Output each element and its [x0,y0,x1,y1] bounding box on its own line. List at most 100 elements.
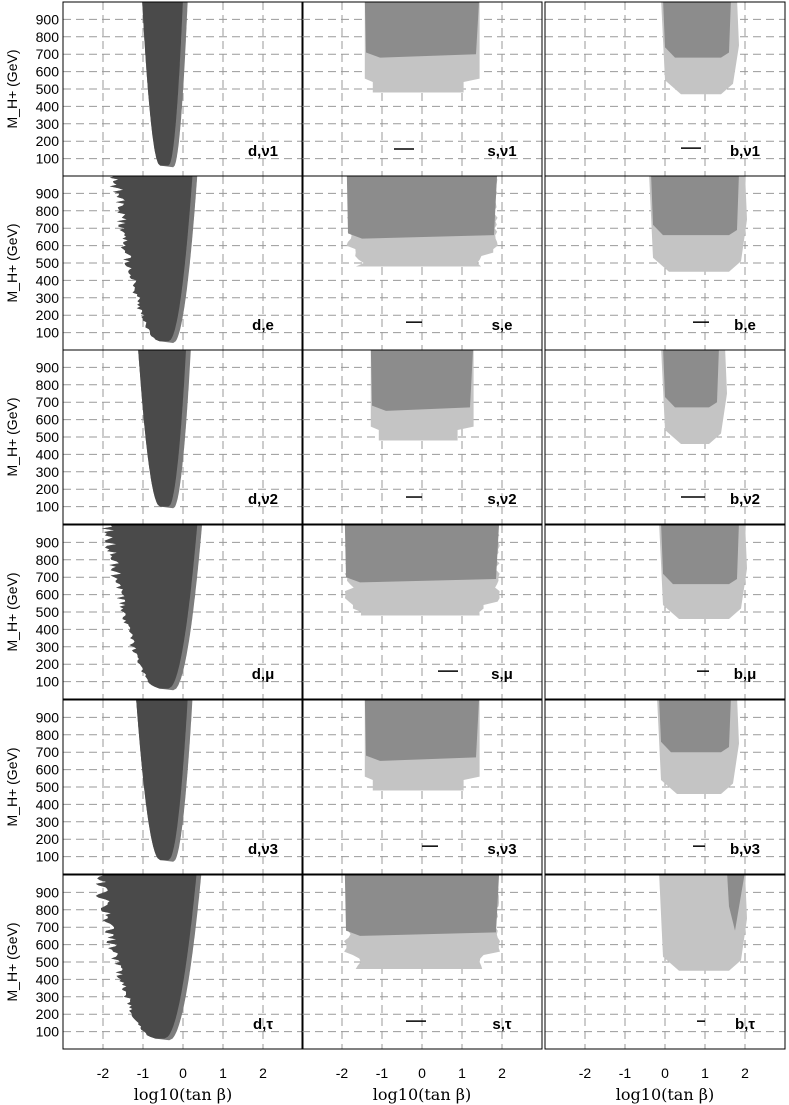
panel-label: d,τ [253,1016,273,1033]
y-tick-label: 600 [36,762,60,778]
panel-13: s,ν3 [301,699,543,875]
region-medium [364,700,480,761]
y-tick-label: 100 [36,674,60,690]
x-tick-label: -1 [376,1065,389,1081]
y-tick-label: 300 [36,639,60,655]
region-medium [346,176,498,239]
y-tick-label: 800 [36,29,60,45]
panel-7: s,ν2 [301,349,543,525]
x-tick-label: 2 [498,1065,506,1081]
panel-label: b,ν2 [730,491,760,508]
panel-label: s,ν3 [487,841,516,858]
panel-10: s,μ [301,524,543,700]
y-tick-label: 600 [36,587,60,603]
allowed-region-core [101,525,198,689]
y-tick-label: 300 [36,989,60,1005]
y-tick-label: 100 [36,151,60,167]
y-tick-label: 700 [36,569,60,585]
panel-frame [301,699,543,875]
y-axis-label: M_H+ (GeV) [4,50,20,129]
y-tick-label: 800 [36,727,60,743]
y-tick-label: 900 [36,534,60,550]
region-medium [370,350,474,411]
y-axis-label: M_H+ (GeV) [4,573,20,652]
y-tick-label: 200 [36,656,60,672]
x-tick-label: 1 [701,1065,709,1081]
allowed-region-core [136,700,188,861]
y-tick-label: 400 [36,98,60,114]
y-tick-label: 300 [36,464,60,480]
y-tick-label: 900 [36,11,60,27]
panel-8: b,ν2 [544,349,786,525]
region-medium [727,875,745,931]
y-tick-label: 400 [36,796,60,812]
x-tick-label: -1 [137,1065,150,1081]
allowed-region-core [95,875,197,1039]
y-tick-label: 500 [36,255,60,271]
y-axis-label: M_H+ (GeV) [4,923,20,1002]
y-tick-label: 600 [36,64,60,80]
panel-frame [301,349,543,525]
y-tick-label: 600 [36,937,60,953]
panel-label: d,e [252,317,274,334]
region-medium [663,2,731,58]
panel-label: b,μ [734,666,757,683]
y-tick-label: 700 [36,744,60,760]
panel-label: s,e [492,317,513,334]
region-medium [659,700,731,753]
y-tick-label: 800 [36,552,60,568]
x-tick-label: -2 [579,1065,592,1081]
region-medium [344,875,500,936]
y-tick-label: 500 [36,429,60,445]
y-tick-label: 300 [36,814,60,830]
y-tick-label: 700 [36,220,60,236]
y-tick-label: 100 [36,325,60,341]
panel-label: b,e [734,317,756,334]
x-tick-label: 0 [418,1065,426,1081]
panel-2: b,ν1 [544,1,786,177]
y-tick-label: 300 [36,116,60,132]
y-tick-label: 900 [36,709,60,725]
region-medium [663,350,719,408]
y-tick-label: 200 [36,481,60,497]
panel-frame [301,874,543,1050]
panel-label: b,ν1 [730,143,760,160]
panel-frame [544,699,786,875]
y-tick-label: 200 [36,133,60,149]
panel-frame [301,524,543,700]
y-tick-label: 700 [36,394,60,410]
panel-label: s,τ [492,1016,512,1033]
y-tick-label: 700 [36,46,60,62]
panel-label: s,ν2 [487,491,516,508]
panel-label: d,ν1 [248,143,278,160]
y-tick-label: 800 [36,377,60,393]
x-tick-label: 0 [661,1065,669,1081]
y-tick-label: 500 [36,779,60,795]
y-tick-label: 400 [36,446,60,462]
y-tick-label: 400 [36,621,60,637]
region-medium [364,2,480,58]
region-medium [344,525,500,583]
panel-frame [544,349,786,525]
x-tick-label: 1 [219,1065,227,1081]
x-tick-label: 2 [741,1065,749,1081]
panel-label: s,ν1 [487,143,516,160]
allowed-region-core [142,2,183,166]
region-medium [651,176,739,236]
y-tick-label: 900 [36,884,60,900]
y-tick-label: 600 [36,238,60,254]
y-tick-label: 100 [36,849,60,865]
panel-14: b,ν3 [544,699,786,875]
y-tick-label: 600 [36,412,60,428]
y-axis-label: M_H+ (GeV) [4,748,20,827]
y-tick-label: 200 [36,1006,60,1022]
y-tick-label: 900 [36,359,60,375]
x-axis-label: log10(tan β) [373,1085,471,1104]
y-axis-label: M_H+ (GeV) [4,398,20,477]
